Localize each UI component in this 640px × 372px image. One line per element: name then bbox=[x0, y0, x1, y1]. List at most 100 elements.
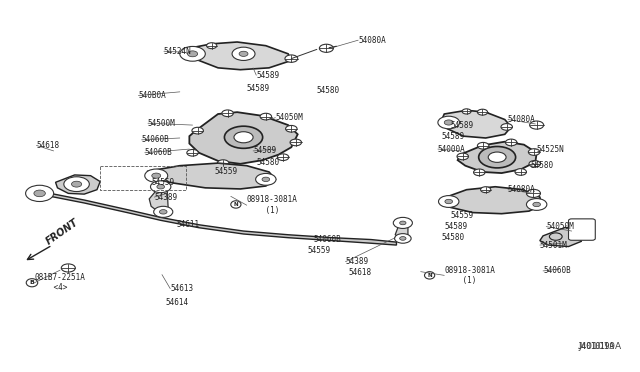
Text: 54524N: 54524N bbox=[164, 47, 191, 56]
Text: 54589: 54589 bbox=[256, 71, 280, 80]
Ellipse shape bbox=[399, 221, 406, 225]
Polygon shape bbox=[148, 163, 275, 189]
Text: 54580: 54580 bbox=[256, 157, 280, 167]
Ellipse shape bbox=[319, 44, 333, 52]
Ellipse shape bbox=[218, 160, 229, 166]
Ellipse shape bbox=[180, 46, 205, 61]
Ellipse shape bbox=[501, 124, 513, 130]
Ellipse shape bbox=[61, 264, 76, 272]
Ellipse shape bbox=[529, 161, 540, 167]
Polygon shape bbox=[149, 187, 168, 212]
Text: 54589: 54589 bbox=[253, 147, 276, 155]
Ellipse shape bbox=[225, 126, 262, 148]
Polygon shape bbox=[56, 175, 100, 194]
Polygon shape bbox=[540, 227, 581, 247]
Ellipse shape bbox=[262, 177, 269, 182]
Text: 54618: 54618 bbox=[36, 141, 60, 150]
Text: 54060B: 54060B bbox=[543, 266, 571, 275]
Text: 54060B: 54060B bbox=[141, 135, 170, 144]
Ellipse shape bbox=[222, 110, 234, 116]
Ellipse shape bbox=[277, 154, 289, 161]
Polygon shape bbox=[189, 112, 298, 164]
Ellipse shape bbox=[231, 201, 241, 208]
Text: J401019A: J401019A bbox=[578, 342, 621, 351]
Text: 081B7-2251A
    <4>: 081B7-2251A <4> bbox=[35, 273, 85, 292]
Text: 54080A: 54080A bbox=[508, 185, 536, 194]
Text: FRONT: FRONT bbox=[44, 217, 80, 247]
Text: 540B0A: 540B0A bbox=[138, 91, 166, 100]
Ellipse shape bbox=[444, 120, 453, 125]
Ellipse shape bbox=[515, 169, 527, 175]
Text: 54060B: 54060B bbox=[314, 235, 341, 244]
Text: 54559: 54559 bbox=[451, 211, 474, 220]
Text: 54580: 54580 bbox=[317, 86, 340, 94]
Ellipse shape bbox=[424, 272, 435, 279]
Ellipse shape bbox=[26, 279, 38, 287]
Ellipse shape bbox=[394, 217, 412, 228]
Text: 54000A: 54000A bbox=[438, 145, 466, 154]
Text: 54389: 54389 bbox=[154, 193, 177, 202]
Polygon shape bbox=[441, 110, 511, 138]
Ellipse shape bbox=[157, 185, 164, 189]
Text: 54559: 54559 bbox=[151, 178, 174, 187]
Text: 54580: 54580 bbox=[441, 233, 464, 242]
Ellipse shape bbox=[159, 210, 167, 214]
Text: 54589: 54589 bbox=[441, 132, 464, 141]
Ellipse shape bbox=[527, 199, 547, 211]
Text: 54060B: 54060B bbox=[145, 148, 173, 157]
Ellipse shape bbox=[506, 139, 517, 146]
Ellipse shape bbox=[488, 152, 506, 162]
Ellipse shape bbox=[285, 125, 297, 132]
Ellipse shape bbox=[187, 150, 198, 156]
Ellipse shape bbox=[239, 51, 248, 57]
Ellipse shape bbox=[529, 149, 540, 155]
Text: 54389: 54389 bbox=[346, 257, 369, 266]
Polygon shape bbox=[458, 142, 537, 173]
Ellipse shape bbox=[438, 196, 459, 208]
Ellipse shape bbox=[234, 132, 253, 143]
Ellipse shape bbox=[457, 153, 468, 160]
Text: 54050M: 54050M bbox=[546, 222, 574, 231]
Ellipse shape bbox=[477, 109, 488, 115]
Ellipse shape bbox=[72, 181, 82, 187]
Ellipse shape bbox=[462, 109, 471, 114]
Ellipse shape bbox=[232, 47, 255, 61]
Text: J401019A: J401019A bbox=[578, 342, 615, 351]
Text: 08918-3081A
    (1): 08918-3081A (1) bbox=[444, 266, 495, 285]
Polygon shape bbox=[36, 192, 396, 245]
Ellipse shape bbox=[34, 190, 45, 197]
Text: 54589: 54589 bbox=[246, 84, 270, 93]
Text: B: B bbox=[29, 280, 35, 285]
Ellipse shape bbox=[290, 139, 301, 146]
Ellipse shape bbox=[474, 169, 485, 176]
Text: 08918-3081A
    (1): 08918-3081A (1) bbox=[246, 196, 298, 215]
Text: 54589: 54589 bbox=[451, 121, 474, 129]
Ellipse shape bbox=[477, 142, 489, 149]
Text: N: N bbox=[234, 202, 238, 207]
Ellipse shape bbox=[207, 43, 217, 49]
Ellipse shape bbox=[26, 185, 54, 202]
Ellipse shape bbox=[527, 189, 540, 198]
Ellipse shape bbox=[399, 237, 406, 240]
Polygon shape bbox=[183, 42, 291, 70]
Ellipse shape bbox=[394, 234, 411, 243]
Ellipse shape bbox=[145, 169, 168, 182]
Ellipse shape bbox=[192, 127, 204, 134]
Text: 54500M: 54500M bbox=[148, 119, 176, 128]
Ellipse shape bbox=[533, 202, 540, 207]
Ellipse shape bbox=[154, 206, 173, 217]
Ellipse shape bbox=[152, 173, 161, 178]
Text: 54080A: 54080A bbox=[358, 36, 386, 45]
Ellipse shape bbox=[64, 177, 90, 192]
Text: 54611: 54611 bbox=[177, 220, 200, 229]
Ellipse shape bbox=[260, 113, 271, 120]
FancyBboxPatch shape bbox=[568, 219, 595, 240]
Ellipse shape bbox=[438, 116, 460, 129]
Text: 54618: 54618 bbox=[349, 268, 372, 277]
Text: 54613: 54613 bbox=[170, 284, 193, 293]
Text: 54589: 54589 bbox=[444, 222, 467, 231]
Ellipse shape bbox=[481, 187, 491, 193]
Ellipse shape bbox=[530, 121, 543, 129]
Text: N: N bbox=[428, 273, 432, 278]
Ellipse shape bbox=[479, 147, 516, 168]
